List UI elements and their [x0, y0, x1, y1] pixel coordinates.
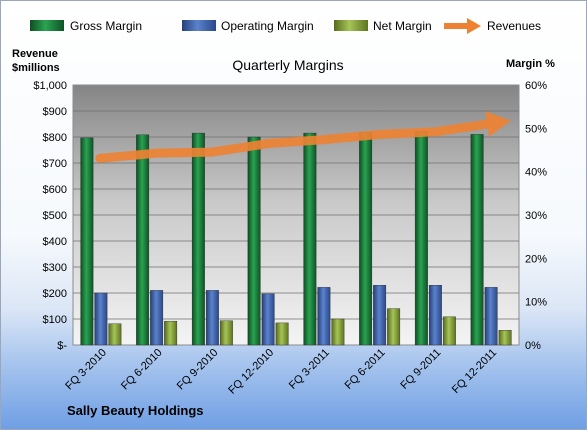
net-margin-bar [108, 323, 122, 346]
net-margin-bar [331, 318, 345, 346]
net-margin-bar [387, 308, 401, 346]
legend-item-net-margin: Net Margin [334, 19, 432, 33]
operating-margin-bar [261, 293, 275, 346]
right-tick-label: 30% [525, 210, 547, 222]
right-tick-label: 0% [525, 340, 541, 352]
x-tick-label: FQ 12-2010 [226, 347, 276, 397]
left-tick-label: $500 [43, 210, 67, 222]
left-tick-label: $- [57, 340, 67, 352]
chart-title: Quarterly Margins [232, 57, 343, 73]
left-tick-label: $600 [43, 184, 67, 196]
operating-margin-bar [373, 285, 387, 346]
operating-margin-bar [205, 290, 219, 346]
x-tick-label: FQ 3-2011 [287, 347, 332, 392]
left-tick-label: $900 [43, 106, 67, 118]
legend-item-revenues: Revenues [444, 18, 541, 34]
bars-group [80, 131, 512, 346]
net-margin-bar [275, 322, 289, 346]
net-margin-bar [442, 316, 456, 346]
x-axis-ticks: FQ 3-2010 FQ 6-2010 FQ 9-2010 FQ 12-2010 FQ … [63, 347, 499, 397]
right-axis-ticks: 0% 10% 20% 30% 40% 50% 60% [525, 80, 547, 352]
right-tick-label: 50% [525, 123, 547, 135]
operating-margin-bar [150, 290, 164, 346]
x-tick-label: FQ 6-2011 [343, 347, 388, 392]
right-tick-label: 20% [525, 253, 547, 265]
legend-label-operating-margin: Operating Margin [221, 19, 314, 33]
revenue-line [95, 119, 492, 163]
legend-label-net-margin: Net Margin [373, 19, 432, 33]
left-tick-label: $1,000 [33, 80, 67, 92]
legend-label-revenues: Revenues [487, 19, 541, 33]
legend: Gross Margin Operating Margin Net Margin… [30, 18, 541, 34]
gross-margin-bar [414, 131, 428, 346]
gross-margin-bar [303, 132, 317, 346]
gross-margin-bar [80, 137, 94, 346]
legend-label-gross-margin: Gross Margin [70, 19, 142, 33]
operating-margin-bar [428, 285, 442, 346]
legend-arrow-icon [467, 18, 481, 34]
x-tick-label: FQ 3-2010 [63, 347, 109, 393]
gross-margin-bar [359, 132, 373, 346]
x-tick-label: FQ 12-2011 [450, 347, 499, 396]
gross-margin-bar [136, 134, 150, 346]
legend-item-operating-margin: Operating Margin [182, 19, 314, 33]
gross-margin-bar [247, 136, 261, 346]
operating-margin-bar [94, 292, 108, 346]
left-tick-label: $200 [43, 288, 67, 300]
legend-swatch-net-margin [334, 20, 368, 31]
gross-margin-bar [191, 132, 205, 346]
operating-margin-bar [484, 287, 498, 346]
x-tick-label: FQ 6-2010 [119, 347, 165, 393]
right-tick-label: 10% [525, 297, 547, 309]
legend-item-gross-margin: Gross Margin [30, 19, 142, 33]
legend-swatch-gross-margin [30, 20, 64, 31]
revenue-line-group [95, 111, 511, 163]
x-tick-label: FQ 9-2011 [398, 347, 443, 392]
net-margin-bar [164, 320, 178, 346]
net-margin-bar [498, 330, 512, 346]
revenue-arrowhead [485, 111, 511, 137]
legend-swatch-operating-margin [182, 20, 216, 31]
left-tick-label: $700 [43, 158, 67, 170]
right-axis-title: Margin % [506, 58, 555, 70]
left-axis-ticks: $- $100 $200 $300 $400 $500 $600 $700 $800 $900 $1… [33, 80, 67, 352]
left-tick-label: $800 [43, 132, 67, 144]
left-tick-label: $400 [43, 236, 67, 248]
right-tick-label: 60% [525, 80, 547, 92]
right-tick-label: 40% [525, 167, 547, 179]
gross-margin-bar [470, 134, 484, 346]
left-tick-label: $100 [43, 314, 67, 326]
x-tick-label: FQ 9-2010 [175, 347, 221, 393]
company-label: Sally Beauty Holdings [67, 403, 204, 418]
left-axis-title-line2: $millions [12, 62, 60, 74]
left-axis-title-line1: Revenue [12, 48, 58, 60]
operating-margin-bar [317, 287, 331, 346]
net-margin-bar [219, 320, 233, 346]
left-tick-label: $300 [43, 262, 67, 274]
